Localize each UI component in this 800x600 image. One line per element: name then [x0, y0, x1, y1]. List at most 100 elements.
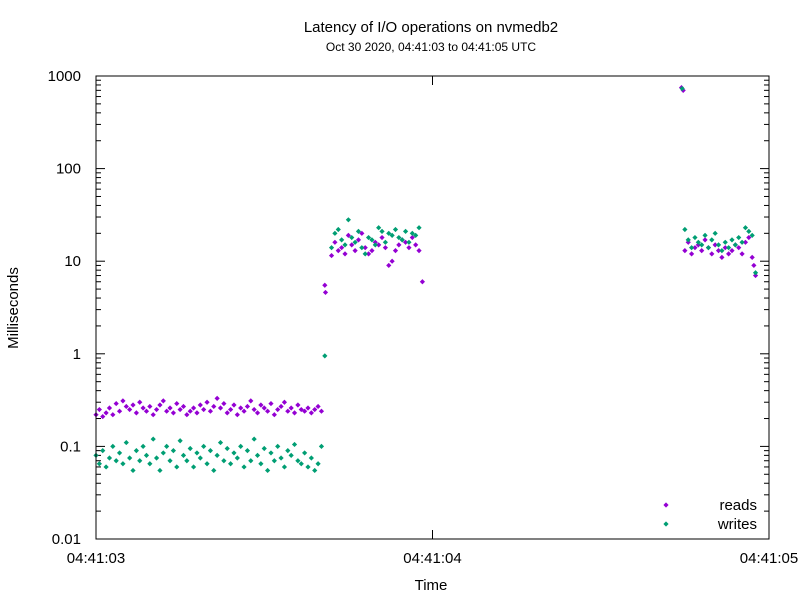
- legend-label: writes: [717, 516, 757, 533]
- writes-point: [167, 458, 173, 464]
- writes-point: [722, 239, 728, 245]
- reads-point: [382, 245, 388, 251]
- writes-point: [123, 439, 129, 446]
- writes-point: [726, 245, 732, 251]
- writes-point: [254, 452, 261, 458]
- writes-point: [749, 232, 755, 238]
- writes-point: [752, 270, 759, 276]
- writes-point: [709, 237, 715, 243]
- reads-point: [389, 258, 395, 264]
- writes-point: [409, 230, 415, 236]
- reads-point: [298, 406, 304, 413]
- writes-point: [742, 225, 749, 231]
- reads-point: [204, 399, 210, 405]
- reads-point: [147, 403, 153, 410]
- writes-point: [413, 232, 419, 238]
- reads-point: [715, 248, 722, 254]
- plot-border: [95, 75, 770, 540]
- reads-point: [211, 403, 217, 410]
- writes-point: [379, 228, 385, 234]
- writes-point: [170, 448, 176, 454]
- writes-point: [322, 353, 328, 359]
- reads-point: [106, 405, 113, 411]
- reads-point: [419, 279, 426, 285]
- reads-point: [712, 242, 718, 248]
- reads-point: [254, 410, 261, 416]
- writes-point: [406, 239, 412, 245]
- reads-point: [749, 254, 755, 260]
- y-tick-label: 0.01: [52, 531, 81, 548]
- y-tick-label: 0.1: [60, 438, 81, 455]
- writes-point: [682, 226, 688, 233]
- writes-point: [238, 443, 244, 449]
- reads-point: [315, 403, 321, 410]
- writes-point: [308, 455, 314, 461]
- reads-point: [699, 248, 705, 254]
- reads-point: [103, 410, 109, 416]
- writes-point: [732, 242, 738, 248]
- writes-point: [396, 234, 402, 241]
- reads-point: [406, 245, 412, 251]
- reads-point: [153, 406, 160, 413]
- writes-point: [416, 225, 422, 231]
- reads-point: [248, 398, 254, 404]
- writes-point: [140, 443, 146, 449]
- writes-point: [224, 445, 230, 452]
- reads-point: [234, 412, 240, 418]
- reads-point: [221, 400, 227, 407]
- writes-point: [110, 443, 116, 449]
- writes-point: [302, 450, 308, 456]
- writes-point: [695, 239, 701, 245]
- writes-point: [231, 450, 237, 456]
- reads-point: [342, 251, 348, 257]
- reads-point: [709, 251, 715, 257]
- reads-point: [752, 272, 759, 279]
- writes-point: [201, 443, 207, 449]
- series-reads: [93, 84, 759, 420]
- reads-point: [349, 242, 355, 248]
- data-points: [93, 84, 759, 474]
- reads-point: [177, 406, 183, 413]
- writes-point: [234, 455, 240, 461]
- writes-point: [164, 443, 170, 449]
- writes-point: [689, 245, 695, 251]
- reads-point: [736, 245, 742, 251]
- writes-point: [345, 217, 351, 223]
- writes-point: [702, 232, 708, 238]
- reads-point: [722, 245, 728, 251]
- writes-point: [275, 443, 281, 449]
- reads-point: [238, 405, 244, 411]
- reads-point: [409, 234, 415, 241]
- reads-point: [170, 410, 176, 416]
- writes-point: [386, 230, 392, 236]
- writes-point: [211, 467, 217, 474]
- reads-point: [244, 403, 251, 410]
- writes-point: [312, 467, 318, 474]
- reads-point: [328, 252, 335, 259]
- reads-point: [369, 248, 375, 254]
- reads-point: [302, 408, 308, 414]
- writes-point: [712, 230, 718, 236]
- reads-point: [190, 405, 197, 411]
- x-tick-label: 04:41:05: [740, 550, 798, 567]
- y-tick-label: 1000: [48, 68, 81, 85]
- reads-point: [396, 242, 402, 248]
- reads-point: [288, 405, 294, 411]
- writes-point: [281, 464, 288, 470]
- writes-point: [352, 239, 358, 245]
- reads-point: [392, 248, 399, 254]
- reads-point: [702, 237, 708, 243]
- legend-marker: [663, 521, 669, 527]
- writes-point: [197, 455, 203, 461]
- reads-point: [265, 408, 271, 414]
- writes-point: [719, 248, 725, 254]
- writes-point: [335, 226, 341, 233]
- chart-title: Latency of I/O operations on nvmedb2: [304, 19, 558, 36]
- legend: reads writes: [663, 497, 757, 533]
- reads-point: [197, 402, 203, 408]
- reads-point: [207, 408, 214, 414]
- reads-point: [386, 262, 392, 269]
- reads-point: [100, 413, 106, 420]
- writes-point: [130, 467, 136, 474]
- legend-item-writes: writes: [663, 516, 757, 533]
